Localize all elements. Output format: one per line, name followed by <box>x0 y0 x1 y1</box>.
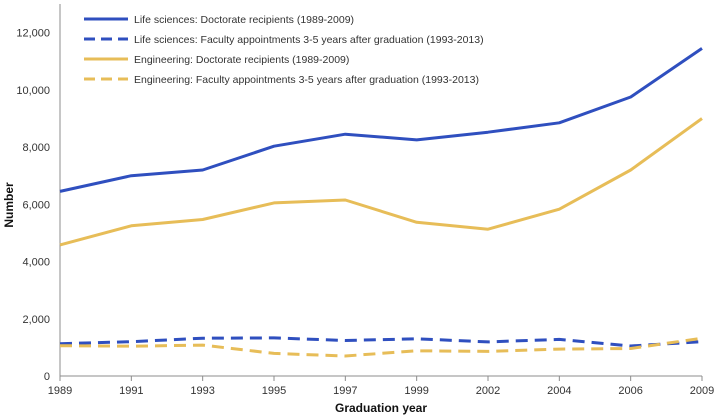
x-tick-label: 1993 <box>190 385 214 397</box>
y-tick-labels: 0 2,000 4,000 6,000 8,000 10,000 12,000 <box>16 28 50 383</box>
y-tick-label: 10,000 <box>16 85 50 97</box>
legend-label: Engineering: Doctorate recipients (1989-… <box>134 54 349 66</box>
x-tick-label: 1989 <box>48 385 72 397</box>
y-tick-label: 0 <box>44 371 50 383</box>
legend-label: Life sciences: Faculty appointments 3-5 … <box>134 34 484 46</box>
series-lines <box>59 47 703 358</box>
legend-label: Engineering: Faculty appointments 3-5 ye… <box>134 74 479 86</box>
series-line-4 <box>59 336 703 358</box>
x-tick-label: 2009 <box>690 385 714 397</box>
y-axis-title: Number <box>2 182 16 228</box>
x-tick-label: 1999 <box>404 385 428 397</box>
series-line-2 <box>59 336 703 348</box>
y-tick-label: 6,000 <box>22 199 50 211</box>
series-line-3 <box>59 117 703 247</box>
legend: Life sciences: Doctorate recipients (198… <box>84 14 484 86</box>
legend-label: Life sciences: Doctorate recipients (198… <box>134 14 354 26</box>
x-tick-labels: 1989 1991 1993 1995 1997 1999 2002 2004 2006 2009 <box>48 376 714 397</box>
series-line-1 <box>59 47 703 193</box>
y-tick-label: 8,000 <box>22 142 50 154</box>
y-tick-label: 4,000 <box>22 257 50 269</box>
x-tick-label: 1995 <box>262 385 286 397</box>
x-tick-label: 1997 <box>333 385 357 397</box>
y-tick-label: 12,000 <box>16 28 50 40</box>
x-axis-title: Graduation year <box>335 401 427 415</box>
x-tick-label: 2002 <box>476 385 500 397</box>
x-tick-label: 2004 <box>547 385 571 397</box>
x-tick-label: 1991 <box>119 385 143 397</box>
x-tick-label: 2006 <box>618 385 642 397</box>
y-tick-label: 2,000 <box>22 314 50 326</box>
